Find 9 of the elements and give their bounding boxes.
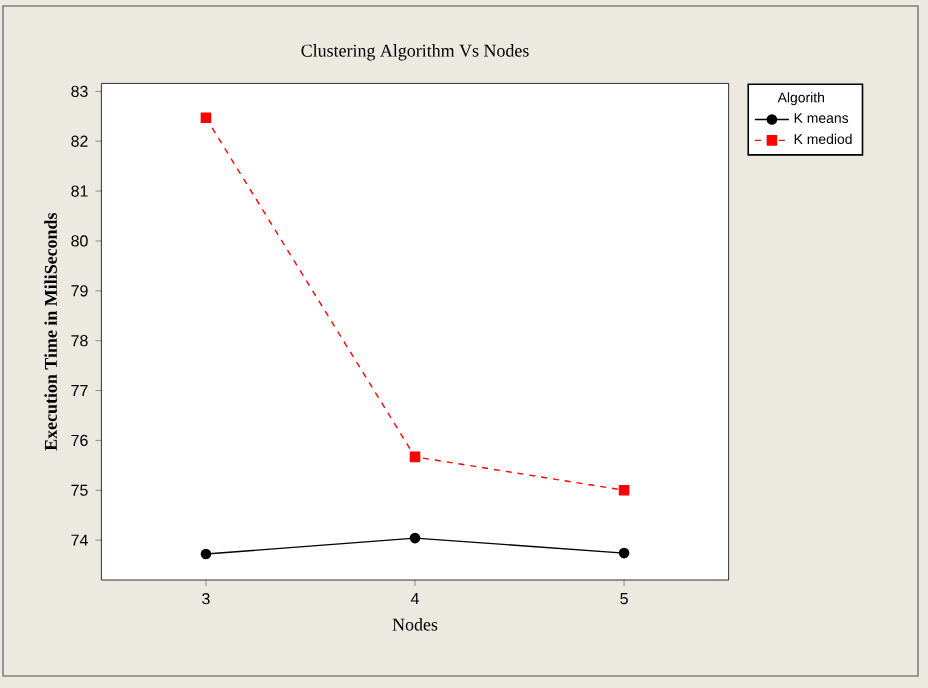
x-axis-title: Nodes (392, 618, 438, 631)
chart-title: Clustering Algorithm Vs Nodes (301, 44, 529, 61)
point (409, 532, 421, 544)
y-axis-title: Execution Time in MiliSeconds (44, 213, 57, 451)
point (200, 112, 212, 124)
point (200, 548, 212, 560)
point (409, 451, 421, 463)
point (618, 547, 630, 559)
point (618, 484, 630, 496)
